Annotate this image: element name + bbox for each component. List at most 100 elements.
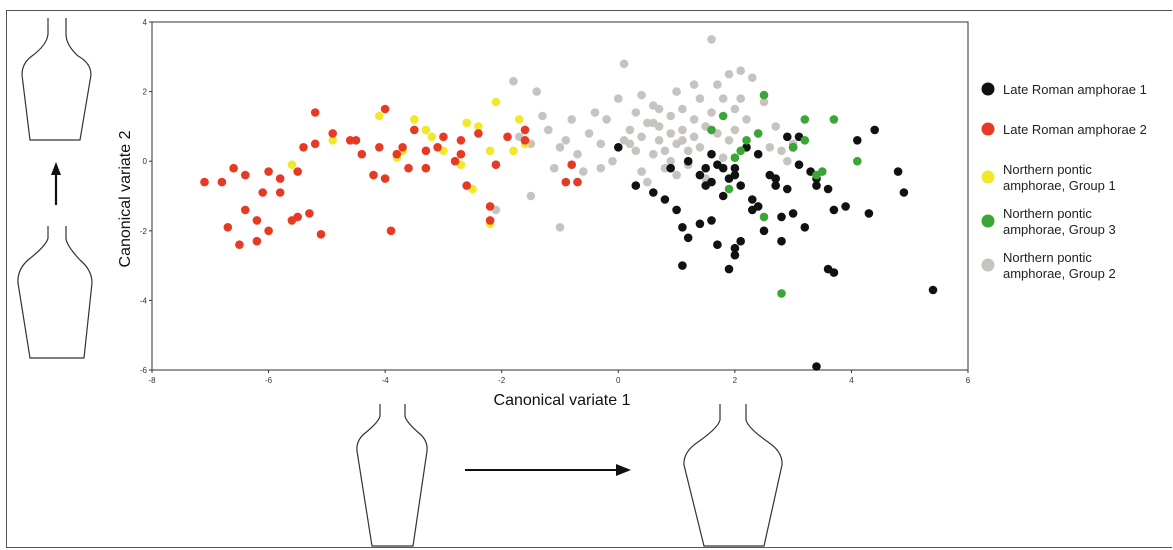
x-tick-label: 2: [733, 376, 738, 385]
point-northern-pontic-amphorae-group-2: [689, 132, 699, 142]
legend-marker-northern-pontic-amphorae-group-1: [981, 170, 995, 184]
point-late-roman-amphorae-2: [485, 216, 495, 225]
point-late-roman-amphorae-2: [229, 163, 238, 173]
legend-label-late-roman-amphorae-1: Late Roman amphorae 1: [1003, 82, 1147, 97]
point-late-roman-amphorae-1: [695, 170, 705, 180]
point-northern-pontic-amphorae-group-2: [637, 90, 646, 100]
point-northern-pontic-amphorae-group-1: [375, 111, 384, 121]
point-late-roman-amphorae-2: [567, 160, 576, 169]
point-late-roman-amphorae-2: [485, 202, 495, 211]
point-late-roman-amphorae-2: [421, 163, 431, 173]
point-northern-pontic-amphorae-group-2: [736, 66, 745, 75]
point-northern-pontic-amphorae-group-2: [637, 167, 646, 176]
point-late-roman-amphorae-1: [701, 163, 710, 173]
point-late-roman-amphorae-2: [503, 132, 512, 142]
point-late-roman-amphorae-1: [614, 143, 623, 152]
point-late-roman-amphorae-1: [777, 236, 786, 246]
point-late-roman-amphorae-1: [864, 209, 874, 218]
plot-area: [151, 21, 969, 371]
point-late-roman-amphorae-2: [241, 205, 250, 215]
y-axis-title: Canonical variate 2: [117, 130, 134, 267]
point-northern-pontic-amphorae-group-1: [427, 132, 437, 142]
legend-marker-northern-pontic-amphorae-group-2: [981, 258, 995, 272]
point-late-roman-amphorae-2: [456, 136, 466, 145]
point-late-roman-amphorae-2: [252, 236, 262, 246]
point-northern-pontic-amphorae-group-3: [800, 136, 810, 145]
point-late-roman-amphorae-2: [380, 174, 390, 183]
point-northern-pontic-amphorae-group-2: [555, 223, 565, 232]
point-northern-pontic-amphorae-group-3: [759, 90, 769, 100]
point-northern-pontic-amphorae-group-2: [765, 143, 775, 152]
point-northern-pontic-amphorae-group-3: [707, 125, 716, 135]
point-late-roman-amphorae-2: [293, 212, 303, 222]
point-northern-pontic-amphorae-group-1: [509, 146, 518, 156]
point-northern-pontic-amphorae-group-1: [514, 115, 524, 124]
point-northern-pontic-amphorae-group-2: [544, 125, 553, 135]
point-late-roman-amphorae-2: [456, 149, 466, 159]
point-northern-pontic-amphorae-group-1: [410, 115, 419, 124]
point-late-roman-amphorae-1: [724, 264, 734, 274]
y-tick-label: -4: [140, 296, 148, 305]
point-northern-pontic-amphorae-group-2: [654, 136, 664, 145]
point-northern-pontic-amphorae-group-2: [596, 139, 606, 149]
x-tick-label: 0: [616, 376, 621, 385]
point-late-roman-amphorae-1: [730, 243, 740, 253]
point-northern-pontic-amphorae-group-2: [631, 146, 641, 156]
legend-label-northern-pontic-amphorae-group-1: Northern pontic: [1003, 162, 1092, 177]
point-late-roman-amphorae-2: [264, 167, 273, 176]
point-northern-pontic-amphorae-group-2: [532, 87, 541, 96]
point-late-roman-amphorae-2: [474, 129, 483, 138]
point-northern-pontic-amphorae-group-3: [853, 156, 862, 166]
point-northern-pontic-amphorae-group-3: [800, 115, 810, 124]
point-late-roman-amphorae-2: [241, 170, 250, 180]
point-northern-pontic-amphorae-group-2: [718, 153, 728, 162]
point-northern-pontic-amphorae-group-2: [666, 111, 675, 121]
figure-frame: [6, 10, 1172, 548]
point-northern-pontic-amphorae-group-3: [788, 143, 798, 152]
point-late-roman-amphorae-1: [928, 285, 938, 295]
point-northern-pontic-amphorae-group-2: [730, 125, 740, 135]
point-late-roman-amphorae-2: [433, 143, 442, 152]
point-late-roman-amphorae-2: [386, 226, 396, 236]
point-late-roman-amphorae-2: [217, 177, 227, 187]
point-late-roman-amphorae-1: [841, 202, 850, 211]
point-late-roman-amphorae-1: [730, 163, 740, 173]
point-late-roman-amphorae-2: [375, 143, 384, 152]
y-tick-label: 4: [143, 18, 148, 27]
point-late-roman-amphorae-2: [223, 223, 233, 232]
legend-marker-late-roman-amphorae-2: [981, 122, 995, 136]
point-late-roman-amphorae-2: [520, 136, 530, 145]
point-northern-pontic-amphorae-group-1: [485, 146, 495, 156]
point-northern-pontic-amphorae-group-3: [742, 136, 751, 145]
point-northern-pontic-amphorae-group-2: [573, 149, 582, 159]
point-northern-pontic-amphorae-group-2: [555, 143, 565, 152]
point-late-roman-amphorae-1: [870, 125, 879, 135]
legend-label-northern-pontic-amphorae-group-2: Northern pontic: [1003, 250, 1092, 265]
point-late-roman-amphorae-1: [759, 226, 769, 236]
point-late-roman-amphorae-2: [275, 188, 285, 197]
point-late-roman-amphorae-2: [380, 104, 390, 114]
point-northern-pontic-amphorae-group-2: [695, 94, 705, 103]
point-northern-pontic-amphorae-group-2: [590, 108, 600, 117]
point-late-roman-amphorae-2: [299, 143, 308, 152]
point-northern-pontic-amphorae-group-2: [538, 111, 547, 121]
y-tick-label: -2: [140, 227, 148, 236]
point-late-roman-amphorae-1: [678, 223, 687, 232]
point-late-roman-amphorae-2: [398, 143, 407, 152]
point-late-roman-amphorae-1: [718, 163, 728, 173]
point-northern-pontic-amphorae-group-2: [724, 136, 734, 145]
x-axis-title: Canonical variate 1: [494, 392, 631, 409]
legend-label-late-roman-amphorae-2: Late Roman amphorae 2: [1003, 122, 1147, 137]
point-late-roman-amphorae-1: [730, 250, 740, 260]
point-northern-pontic-amphorae-group-2: [643, 177, 652, 187]
x-tick-label: 6: [966, 376, 971, 385]
point-late-roman-amphorae-1: [771, 181, 780, 190]
scatter-points: [200, 35, 938, 371]
point-northern-pontic-amphorae-group-2: [678, 125, 687, 135]
point-late-roman-amphorae-2: [520, 125, 530, 135]
point-northern-pontic-amphorae-group-2: [637, 132, 646, 142]
point-late-roman-amphorae-1: [718, 191, 728, 201]
point-northern-pontic-amphorae-group-2: [549, 163, 559, 173]
y-tick-label: 0: [143, 157, 148, 166]
